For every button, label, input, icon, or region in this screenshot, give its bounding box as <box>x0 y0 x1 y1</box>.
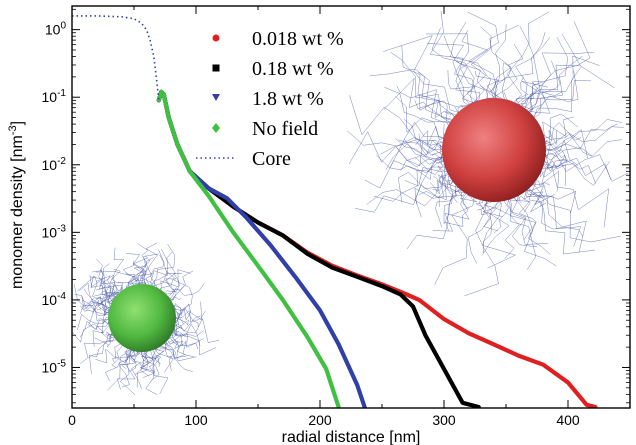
legend-marker <box>212 34 220 42</box>
y-axis-label: monomer density [nm-3] <box>7 121 26 289</box>
x-tick-label: 100 <box>184 412 208 428</box>
plot-frame <box>71 5 631 409</box>
series-line-core <box>72 15 160 101</box>
x-tick-label: 400 <box>556 412 580 428</box>
x-tick-label: 200 <box>308 412 332 428</box>
legend-label: 1.8 wt % <box>252 88 324 110</box>
legend: 0.018 wt % 0.18 wt % 1.8 wt % No field Core <box>196 28 344 170</box>
series-line <box>156 89 341 408</box>
legend-marker <box>212 123 220 133</box>
green-micelle-illustration <box>72 242 220 396</box>
legend-label: Core <box>252 148 291 170</box>
legend-marker <box>212 94 220 101</box>
y-tick-label: 10-1 <box>42 88 67 105</box>
red-micelle-illustration <box>347 10 629 297</box>
legend-marker <box>212 64 220 72</box>
x-axis-label: radial distance [nm] <box>282 429 421 445</box>
x-tick-label: 0 <box>68 412 76 428</box>
y-tick-label: 10-2 <box>42 156 67 173</box>
legend-label: 0.018 wt % <box>252 28 344 50</box>
y-tick-label: 10-3 <box>42 223 67 240</box>
legend-label: No field <box>252 118 318 140</box>
x-tick-label: 300 <box>432 412 456 428</box>
y-tick-label: 10-4 <box>42 291 67 308</box>
y-tick-label: 10-5 <box>42 358 67 375</box>
legend-label: 0.18 wt % <box>252 58 334 80</box>
y-tick-label: 100 <box>45 21 67 38</box>
